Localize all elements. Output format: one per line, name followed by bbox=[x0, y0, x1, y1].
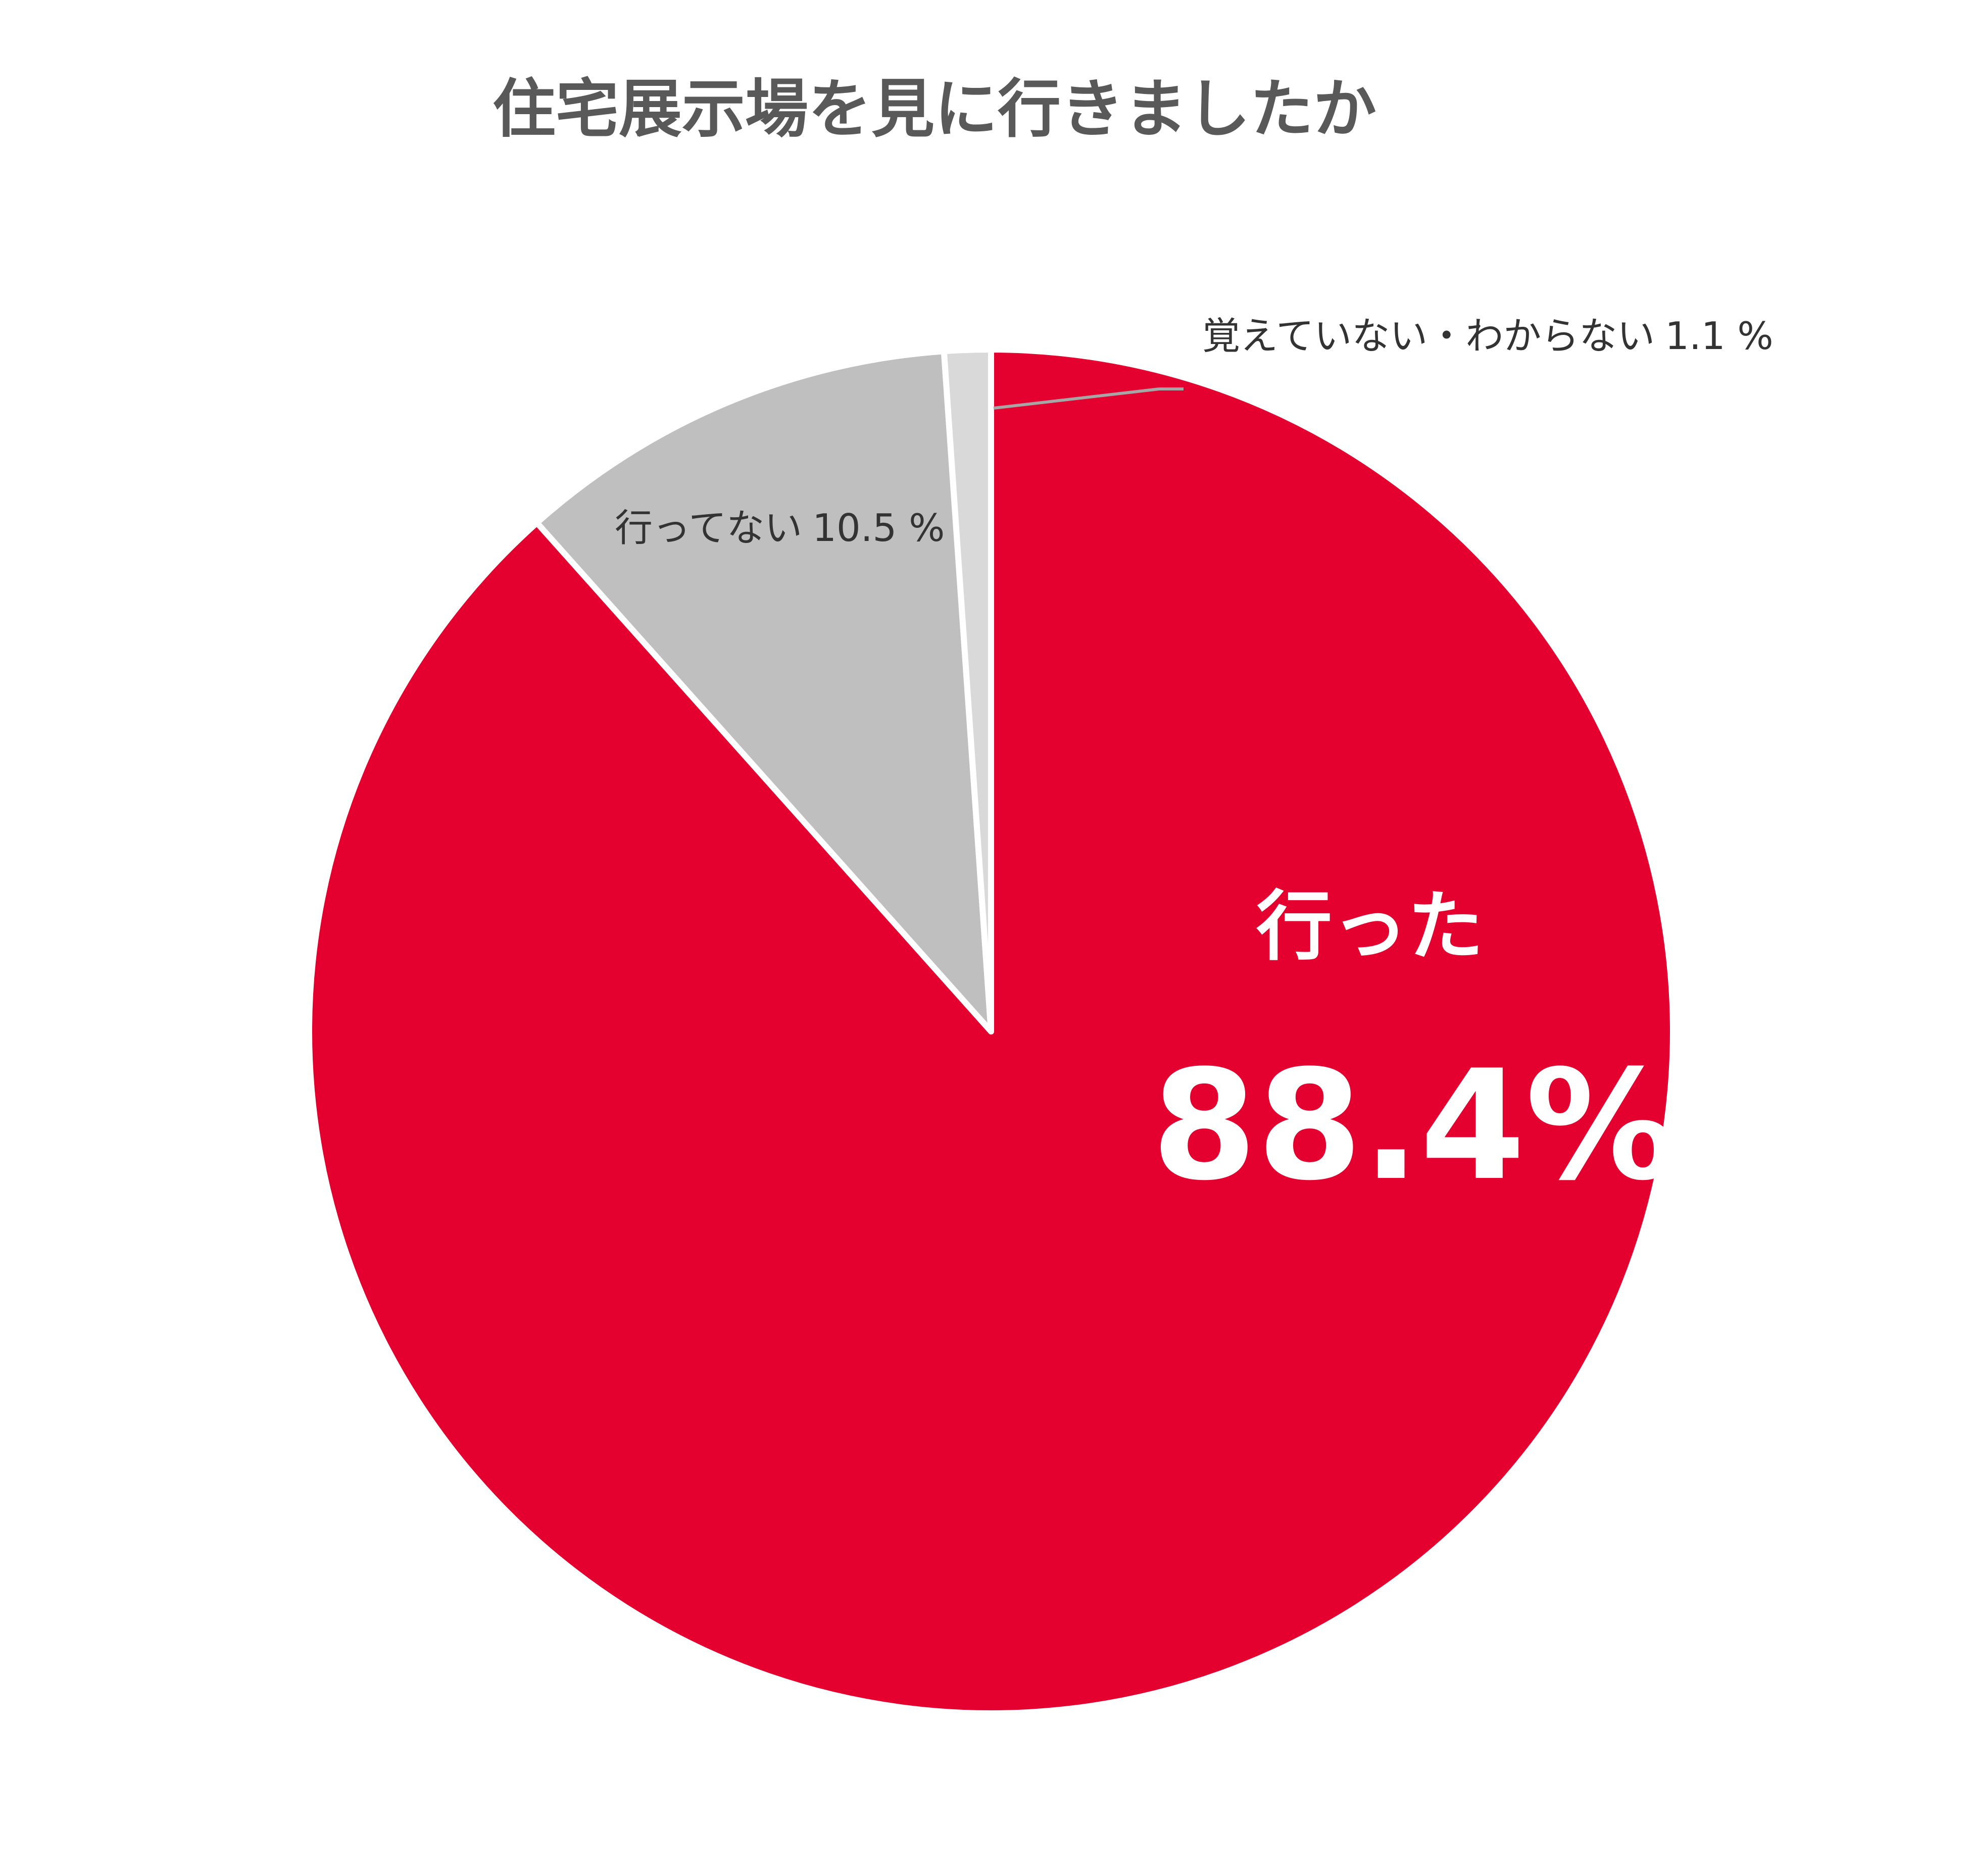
slice-label: 覚えていない・わからない 1.1 % bbox=[1202, 314, 1774, 358]
data-label: 10.5 % bbox=[812, 506, 945, 550]
chart-title: 住宅展示場を見に行きましたか bbox=[492, 73, 1376, 146]
pie-slice bbox=[941, 347, 994, 1034]
slice-label: 行ってない 10.5 % bbox=[615, 506, 945, 550]
data-label: 88.4% bbox=[1152, 1038, 1678, 1214]
slice-category-label: 覚えていない・わからない bbox=[1202, 314, 1655, 358]
slice-category-label: 行った bbox=[1256, 883, 1484, 971]
data-label: 1.1 % bbox=[1665, 314, 1773, 358]
pie-slice bbox=[533, 348, 994, 1034]
slice-category-label: 行ってない bbox=[615, 506, 802, 550]
leader-line bbox=[993, 387, 1184, 410]
